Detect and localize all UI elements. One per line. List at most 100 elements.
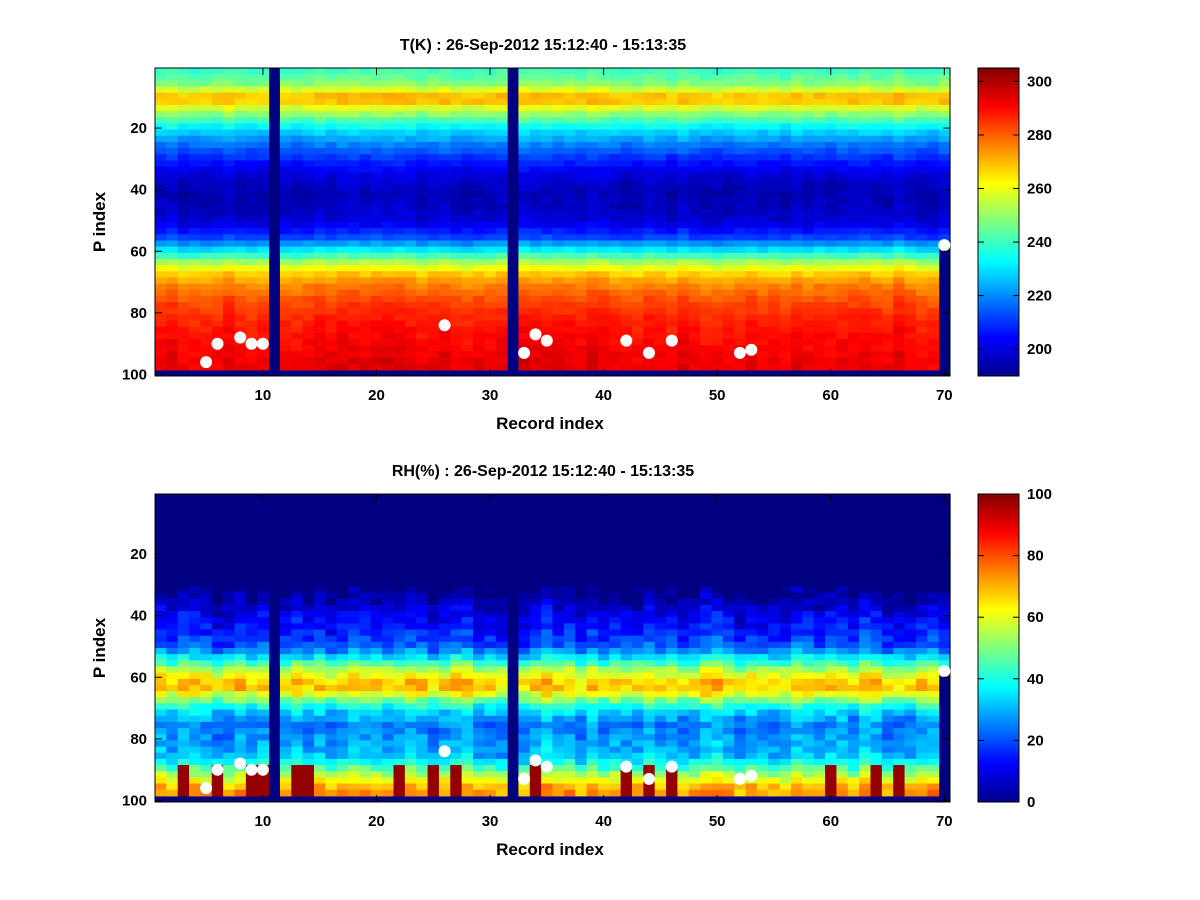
temperature-heatmap-cell <box>768 185 781 192</box>
temperature-heatmap-cell <box>245 234 258 242</box>
temperature-heatmap-cell <box>404 265 417 272</box>
temperature-heatmap-cell <box>688 271 701 279</box>
temperature-heatmap-cell <box>756 228 769 235</box>
humidity-heatmap-cell <box>234 697 247 705</box>
temperature-heatmap-cell <box>291 277 304 285</box>
temperature-x-ticks: 10 20 30 40 50 60 70 <box>255 68 953 404</box>
temperature-heatmap-cell <box>859 185 872 192</box>
temperature-heatmap-cell <box>279 80 292 88</box>
temperature-heatmap-cell <box>654 283 667 291</box>
humidity-heatmap-cell <box>155 715 167 723</box>
temperature-heatmap-cell <box>915 160 928 168</box>
humidity-heatmap-cell <box>223 709 236 717</box>
humidity-heatmap-cell <box>438 617 451 624</box>
humidity-heatmap-cell <box>279 623 292 631</box>
temperature-heatmap-cell <box>450 92 463 100</box>
temperature-heatmap-cell <box>563 135 576 143</box>
temperature-heatmap-cell <box>302 289 315 297</box>
temperature-heatmap-cell <box>177 92 190 100</box>
humidity-heatmap-cell <box>427 678 440 686</box>
temperature-heatmap-cell <box>348 314 361 322</box>
humidity-heatmap-cell <box>416 604 429 612</box>
temperature-heatmap-cell <box>700 228 713 235</box>
temperature-heatmap-cell <box>211 191 224 198</box>
humidity-heatmap-cell <box>438 592 451 600</box>
temperature-heatmap-cell <box>484 160 497 168</box>
humidity-heatmap-cell <box>291 746 304 754</box>
temperature-heatmap-cell <box>632 302 644 309</box>
humidity-heatmap-cell <box>416 580 429 587</box>
humidity-heatmap-cell <box>359 537 372 544</box>
temperature-heatmap-cell <box>643 339 656 346</box>
temperature-heatmap-cell <box>336 314 349 322</box>
humidity-heatmap-cell <box>245 530 258 538</box>
temperature-heatmap-cell <box>404 172 417 180</box>
humidity-heatmap-cell <box>211 518 224 526</box>
temperature-heatmap-cell <box>893 277 906 285</box>
humidity-heatmap-cell <box>291 598 304 606</box>
humidity-heatmap-column <box>279 494 292 797</box>
humidity-heatmap-cell <box>155 709 167 717</box>
humidity-heatmap-cell <box>404 537 417 544</box>
temperature-heatmap-cell <box>438 154 451 161</box>
humidity-heatmap-cell <box>348 549 361 557</box>
humidity-heatmap-cell <box>427 721 440 729</box>
temperature-heatmap-cell <box>473 302 485 309</box>
temperature-heatmap-cell <box>189 357 202 365</box>
temperature-heatmap-cell <box>155 154 167 161</box>
humidity-heatmap-cell <box>223 494 236 501</box>
temperature-heatmap-cell <box>711 265 724 272</box>
temperature-heatmap-cell <box>620 160 633 168</box>
temperature-heatmap-cell <box>211 240 224 248</box>
temperature-heatmap-cell <box>461 74 474 81</box>
humidity-heatmap-cell <box>155 561 167 569</box>
humidity-heatmap-cell <box>382 709 395 717</box>
humidity-heatmap-cell <box>370 580 383 587</box>
humidity-heatmap-cell <box>314 654 326 661</box>
temperature-heatmap-cell <box>473 351 485 359</box>
temperature-heatmap-cell <box>336 320 349 328</box>
temperature-heatmap-cell <box>654 332 667 340</box>
temperature-heatmap-cell <box>552 308 565 315</box>
temperature-heatmap-cell <box>291 320 304 328</box>
temperature-heatmap-cell <box>904 172 917 180</box>
temperature-heatmap-cell <box>495 351 508 359</box>
humidity-heatmap-cell <box>200 641 213 649</box>
temperature-heatmap-cell <box>155 357 167 365</box>
humidity-heatmap-cell <box>291 660 304 668</box>
temperature-heatmap-cell <box>404 258 417 266</box>
temperature-heatmap-cell <box>575 98 588 106</box>
temperature-heatmap-cell <box>552 289 565 297</box>
temperature-heatmap-cell <box>461 68 474 75</box>
temperature-heatmap-cell <box>575 345 588 352</box>
temperature-heatmap-cell <box>427 345 440 352</box>
temperature-heatmap-cell <box>802 141 815 149</box>
humidity-heatmap-cell <box>257 561 270 569</box>
temperature-heatmap-cell <box>597 191 610 198</box>
temperature-heatmap-cell <box>404 185 417 192</box>
temperature-heatmap-cell <box>314 111 326 118</box>
humidity-heatmap-cell <box>177 771 190 778</box>
temperature-heatmap-cell <box>768 295 781 303</box>
temperature-heatmap-cell <box>756 74 769 81</box>
temperature-heatmap-cell <box>677 191 690 198</box>
temperature-heatmap-cell <box>563 363 576 371</box>
humidity-heatmap-cell <box>348 783 361 791</box>
temperature-heatmap-cell <box>291 302 304 309</box>
humidity-heatmap-cell <box>234 592 247 600</box>
humidity-heatmap-cell <box>302 678 315 686</box>
humidity-heatmap-cell <box>359 765 372 772</box>
temperature-x-tick-label: 20 <box>368 387 385 404</box>
humidity-heatmap-cell <box>473 604 485 612</box>
humidity-heatmap-cell <box>314 752 326 760</box>
humidity-heatmap-cell <box>245 666 258 674</box>
temperature-heatmap-cell <box>438 185 451 192</box>
humidity-heatmap-cell <box>234 512 247 520</box>
humidity-heatmap-cell <box>427 561 440 569</box>
temperature-heatmap-cell <box>734 123 747 131</box>
temperature-heatmap-cell <box>688 314 701 322</box>
temperature-heatmap-cell <box>722 308 735 315</box>
temperature-heatmap-cell <box>541 74 554 81</box>
temperature-heatmap-cell <box>336 154 349 161</box>
temperature-heatmap-cell <box>802 326 815 334</box>
